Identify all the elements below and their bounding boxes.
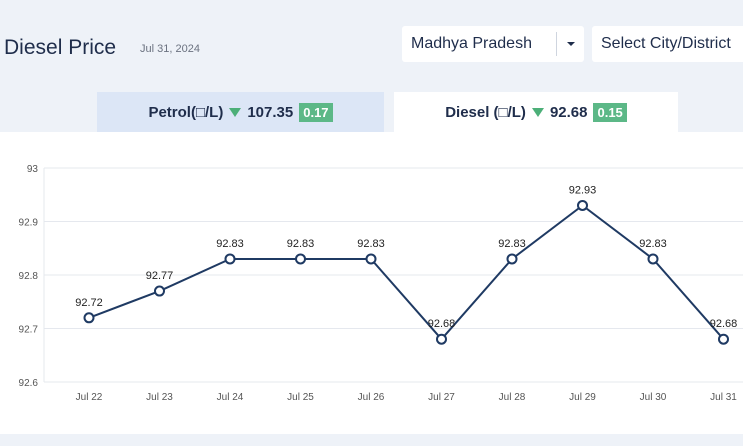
data-point <box>506 253 518 265</box>
data-label: 92.83 <box>287 238 315 250</box>
data-label: 92.83 <box>498 238 526 250</box>
chevron-down-icon <box>567 42 575 46</box>
state-select[interactable]: Madhya Pradesh <box>402 26 584 62</box>
chart-panel: 92.6 92.7 92.8 92.9 93 Jul 22 Jul 23 Jul 24 Jul … <box>0 132 743 434</box>
data-point <box>718 333 729 345</box>
data-point <box>365 253 377 265</box>
data-label: 92.68 <box>428 318 456 330</box>
tab-diesel-price: 92.68 <box>549 103 588 121</box>
price-line-chart: 92.6 92.7 92.8 92.9 93 Jul 22 Jul 23 Jul 24 Jul … <box>19 164 743 403</box>
x-tick-label: Jul 26 <box>358 392 385 403</box>
page-title: Diesel Price <box>4 36 117 59</box>
date-label: Jul 31, 2024 <box>140 43 200 55</box>
tab-petrol-change-badge: 0.17 <box>299 102 333 122</box>
city-select-placeholder: Select City/District <box>601 35 731 52</box>
city-select[interactable]: Select City/District <box>592 26 743 62</box>
y-tick-label: 92.7 <box>19 325 39 336</box>
tab-petrol[interactable]: Petrol(□/L) 107.35 0.17 <box>97 92 384 132</box>
data-label: 92.93 <box>569 184 597 196</box>
data-point <box>295 253 306 265</box>
data-point <box>154 285 165 297</box>
x-tick-label: Jul 29 <box>569 392 596 403</box>
tab-diesel-change-badge: 0.15 <box>593 102 627 122</box>
data-point <box>647 253 659 265</box>
data-label: 92.68 <box>710 318 738 330</box>
tab-diesel-label: Diesel (□/L) <box>445 103 526 121</box>
x-tick-label: Jul 25 <box>287 392 314 403</box>
triangle-down-icon <box>531 107 544 117</box>
tab-petrol-price: 107.35 <box>247 103 294 121</box>
x-tick-label: Jul 28 <box>499 392 526 403</box>
data-label: 92.83 <box>357 238 385 250</box>
state-select-value: Madhya Pradesh <box>411 35 532 52</box>
data-point <box>436 333 447 345</box>
y-tick-label: 93 <box>27 164 39 175</box>
data-label: 92.77 <box>146 270 174 282</box>
x-tick-label: Jul 22 <box>76 392 103 403</box>
tab-petrol-label: Petrol(□/L) <box>148 103 224 121</box>
triangle-down-icon <box>229 107 242 117</box>
y-tick-label: 92.9 <box>19 218 39 229</box>
y-tick-label: 92.6 <box>19 378 39 389</box>
x-tick-label: Jul 30 <box>640 392 667 403</box>
y-tick-label: 92.8 <box>19 271 39 282</box>
data-point <box>224 253 236 265</box>
x-tick-label: Jul 23 <box>146 392 173 403</box>
x-tick-label: Jul 31 <box>710 392 737 403</box>
x-tick-label: Jul 27 <box>428 392 455 403</box>
x-tick-label: Jul 24 <box>217 392 244 403</box>
data-point <box>83 312 95 324</box>
data-label: 92.83 <box>216 238 244 250</box>
series-line <box>88 204 725 341</box>
data-label: 92.83 <box>639 238 667 250</box>
data-label: 92.72 <box>75 297 103 309</box>
data-point <box>577 199 588 211</box>
select-divider <box>556 32 557 56</box>
tab-diesel[interactable]: Diesel (□/L) 92.68 0.15 <box>394 92 678 132</box>
